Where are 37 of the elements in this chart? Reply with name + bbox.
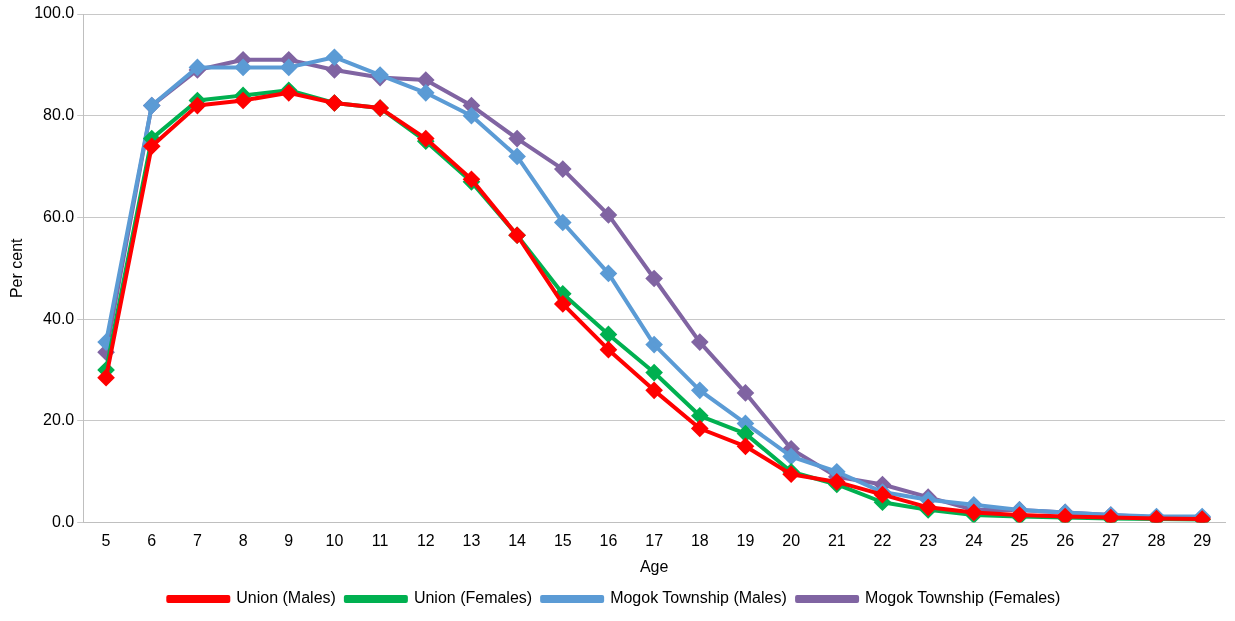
x-tick-label: 14 (508, 531, 527, 549)
y-tick-label: 20.0 (43, 411, 75, 429)
legend-label: Mogok Township (Males) (610, 589, 787, 607)
x-tick-label: 26 (1056, 531, 1075, 549)
y-tick-label: 100.0 (34, 4, 75, 22)
y-axis-title: Per cent (8, 237, 26, 299)
x-axis-title: Age (639, 557, 669, 575)
x-tick-label: 18 (690, 531, 709, 549)
x-tick-label: 24 (964, 531, 983, 549)
y-tick-label: 60.0 (43, 207, 75, 225)
x-tick-label: 21 (827, 531, 846, 549)
x-tick-label: 11 (371, 531, 389, 549)
x-tick-label: 27 (1101, 531, 1120, 549)
x-tick-label: 12 (416, 531, 435, 549)
x-tick-label: 5 (101, 531, 111, 549)
x-tick-label: 8 (238, 531, 248, 549)
x-tick-label: 29 (1193, 531, 1212, 549)
x-tick-label: 25 (1010, 531, 1029, 549)
x-tick-label: 15 (553, 531, 572, 549)
x-tick-label: 6 (147, 531, 157, 549)
x-tick-label: 23 (919, 531, 938, 549)
x-tick-label: 9 (284, 531, 294, 549)
x-tick-label: 17 (645, 531, 664, 549)
y-tick-label: 40.0 (43, 309, 75, 327)
legend-label: Union (Females) (413, 589, 533, 607)
x-tick-label: 28 (1147, 531, 1166, 549)
x-tick-label: 19 (736, 531, 755, 549)
x-tick-label: 22 (873, 531, 892, 549)
legend-label: Union (Males) (236, 589, 336, 607)
x-tick-label: 10 (325, 531, 344, 549)
x-tick-label: 13 (462, 531, 481, 549)
x-tick-label: 16 (599, 531, 618, 549)
legend-label: Mogok Township (Females) (865, 589, 1061, 607)
x-tick-label: 7 (192, 531, 202, 549)
y-tick-label: 80.0 (43, 106, 75, 124)
x-tick-label: 20 (782, 531, 801, 549)
y-tick-label: 0.0 (51, 513, 75, 531)
